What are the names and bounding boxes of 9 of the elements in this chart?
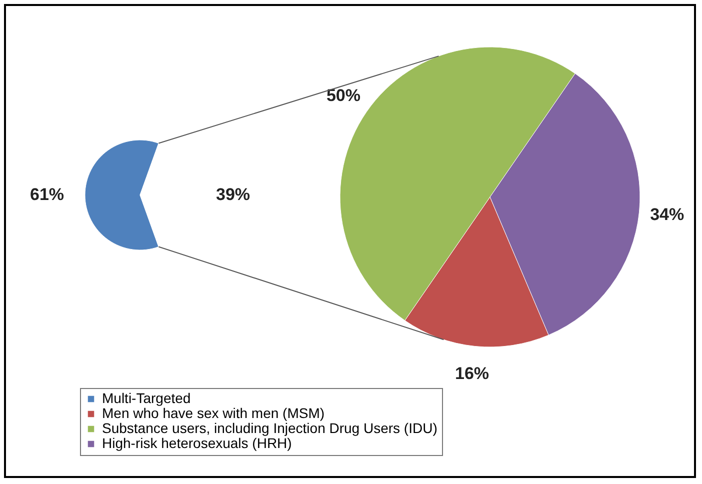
data-label: 16% [455,364,490,384]
data-label: 50% [326,86,360,105]
legend-label: High-risk heterosexuals (HRH) [102,435,292,451]
data-label: 61% [30,185,64,204]
data-label: 34% [650,204,684,224]
legend-label: Substance users, including Injection Drug Users (IDU) [102,420,438,436]
data-label: 39% [216,185,250,204]
legend-label: Multi-Targeted [102,390,191,406]
legend-label: Men who have sex with men (MSM) [102,405,325,421]
